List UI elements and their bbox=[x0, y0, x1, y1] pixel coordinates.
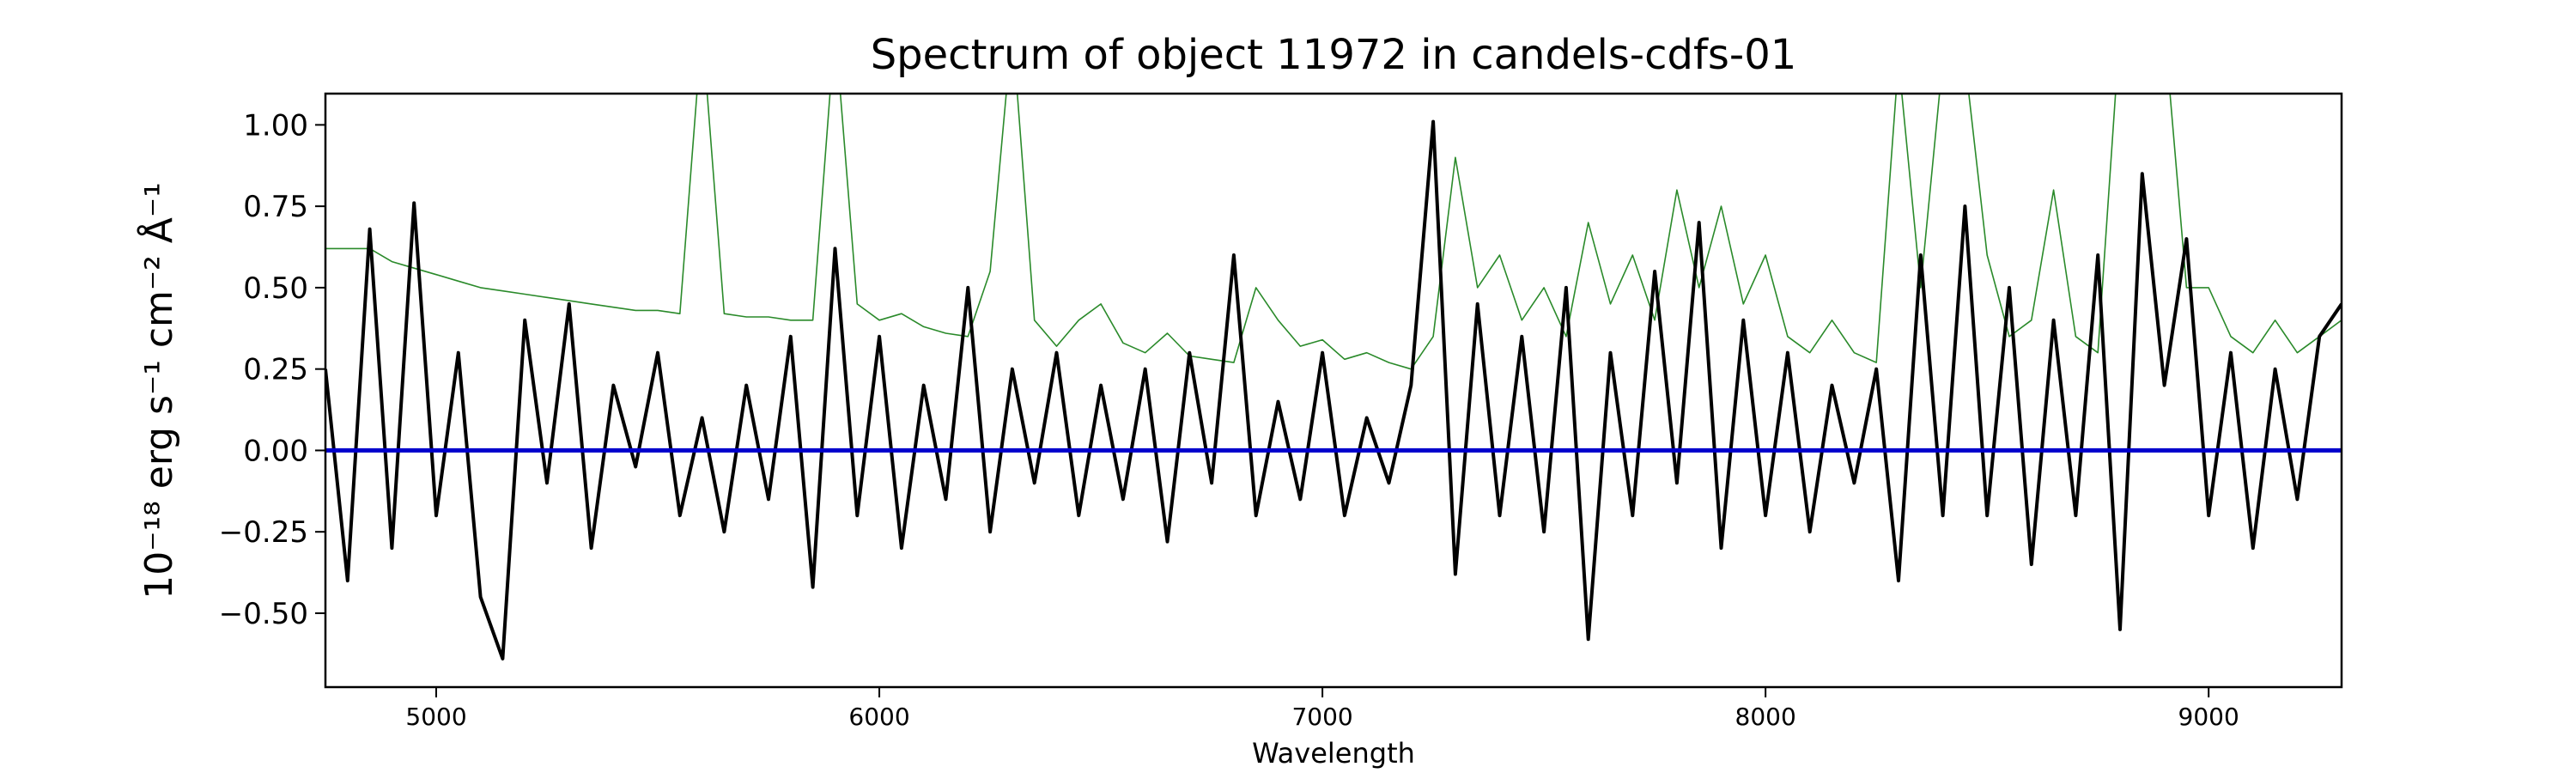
plot-frame bbox=[324, 92, 2343, 689]
spectrum-line bbox=[325, 119, 2342, 660]
x-axis-label: Wavelength bbox=[1252, 737, 1415, 770]
y-tick-label: 0.75 bbox=[243, 190, 308, 224]
x-tick-label: 9000 bbox=[2178, 703, 2239, 731]
y-tick-label: −0.50 bbox=[219, 597, 308, 631]
y-tick-label: 0.25 bbox=[243, 353, 308, 387]
y-axis-label: 10⁻¹⁸ erg s⁻¹ cm⁻² Å⁻¹ bbox=[136, 182, 181, 599]
chart-title: Spectrum of object 11972 in candels-cdfs… bbox=[871, 31, 1797, 79]
y-tick-label: 0.00 bbox=[243, 434, 308, 468]
plot-area bbox=[325, 94, 2342, 660]
x-tick-label: 8000 bbox=[1735, 703, 1796, 731]
x-tick-label: 6000 bbox=[848, 703, 909, 731]
y-tick-label: 0.50 bbox=[243, 271, 308, 306]
x-tick-label: 5000 bbox=[405, 703, 466, 731]
y-tick-label: 1.00 bbox=[243, 108, 308, 143]
x-tick-label: 7000 bbox=[1291, 703, 1352, 731]
y-tick-label: −0.25 bbox=[219, 515, 308, 550]
